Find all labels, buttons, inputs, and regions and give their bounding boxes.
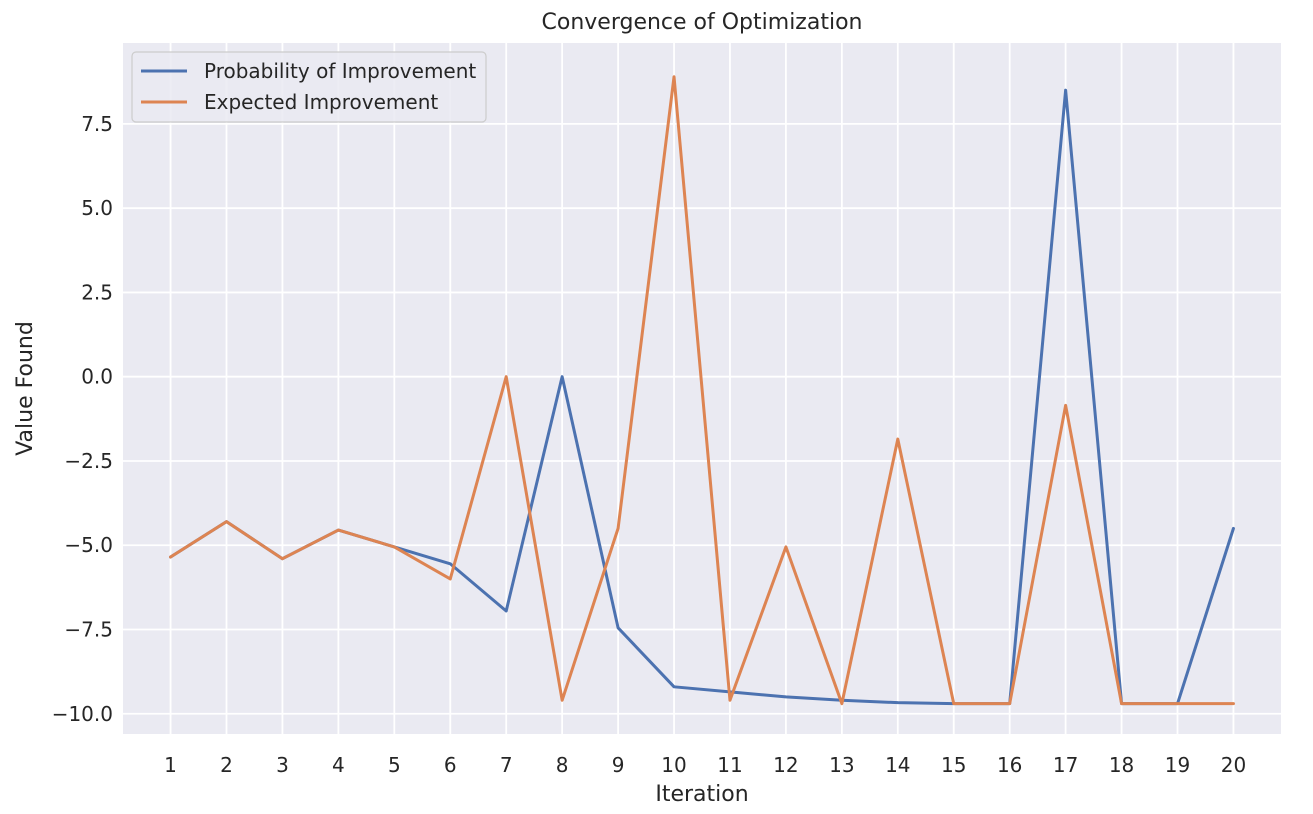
y-tick-label: 5.0 xyxy=(81,196,113,220)
y-axis-ticks: −10.0 −7.5 −5.0 −2.5 0.0 2.5 5.0 7.5 xyxy=(52,112,113,726)
y-tick-label: −10.0 xyxy=(52,702,113,726)
legend-entry-label: Expected Improvement xyxy=(204,90,438,114)
x-tick-label: 19 xyxy=(1165,753,1190,777)
x-tick-label: 4 xyxy=(332,753,345,777)
x-tick-label: 17 xyxy=(1053,753,1078,777)
x-tick-label: 3 xyxy=(276,753,289,777)
x-tick-label: 16 xyxy=(997,753,1022,777)
x-tick-label: 1 xyxy=(164,753,177,777)
x-tick-label: 20 xyxy=(1221,753,1246,777)
x-tick-label: 10 xyxy=(661,753,686,777)
x-tick-label: 12 xyxy=(773,753,798,777)
legend: Probability of Improvement Expected Impro… xyxy=(131,51,487,123)
x-axis-ticks: 1 2 3 4 5 6 7 8 9 10 11 12 13 14 15 16 17 18 19 20 xyxy=(164,753,1246,777)
series-line-2 xyxy=(169,75,1235,706)
legend-box xyxy=(131,51,487,123)
x-tick-label: 11 xyxy=(717,753,742,777)
x-tick-label: 2 xyxy=(220,753,233,777)
y-tick-label: 2.5 xyxy=(81,280,113,304)
x-tick-label: 9 xyxy=(612,753,625,777)
series-lines xyxy=(169,75,1235,706)
x-tick-label: 18 xyxy=(1109,753,1134,777)
x-tick-label: 8 xyxy=(556,753,569,777)
y-axis-label: Value Found xyxy=(13,321,38,456)
x-tick-label: 14 xyxy=(885,753,910,777)
chart-title: Convergence of Optimization xyxy=(542,10,863,35)
x-tick-label: 6 xyxy=(444,753,457,777)
y-tick-label: 7.5 xyxy=(81,112,113,136)
x-tick-label: 13 xyxy=(829,753,854,777)
x-tick-label: 5 xyxy=(388,753,401,777)
legend-entry-label: Probability of Improvement xyxy=(204,59,476,83)
y-tick-label: −7.5 xyxy=(64,618,113,642)
x-axis-label: Iteration xyxy=(655,782,748,807)
grid-lines xyxy=(123,43,1281,734)
x-tick-label: 15 xyxy=(941,753,966,777)
y-tick-label: −5.0 xyxy=(64,533,113,557)
x-tick-label: 7 xyxy=(500,753,513,777)
y-tick-label: 0.0 xyxy=(81,365,113,389)
y-tick-label: −2.5 xyxy=(64,449,113,473)
